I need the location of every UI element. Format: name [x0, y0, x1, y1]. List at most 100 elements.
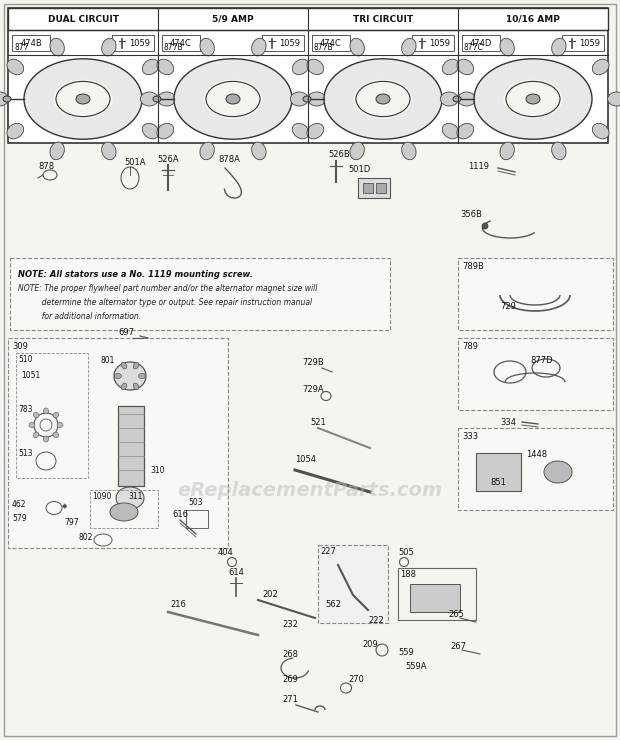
Ellipse shape [503, 80, 563, 118]
Ellipse shape [102, 38, 116, 56]
Ellipse shape [29, 423, 35, 428]
Ellipse shape [500, 38, 515, 56]
Bar [412, 35, 454, 51]
Ellipse shape [53, 412, 59, 418]
Ellipse shape [307, 124, 324, 139]
Text: 877C: 877C [464, 43, 484, 52]
Text: 614: 614 [228, 568, 244, 577]
Ellipse shape [122, 363, 126, 369]
Ellipse shape [226, 94, 240, 104]
Text: 1059: 1059 [580, 38, 601, 47]
Text: eReplacementParts.com: eReplacementParts.com [177, 480, 443, 500]
Ellipse shape [133, 363, 139, 369]
Text: 271: 271 [282, 695, 298, 704]
Text: 356B: 356B [460, 210, 482, 219]
Bar [562, 35, 604, 51]
Text: 877B: 877B [314, 43, 334, 52]
Text: 202: 202 [262, 590, 278, 599]
Ellipse shape [552, 38, 566, 56]
Ellipse shape [307, 59, 324, 75]
Text: 474C: 474C [170, 38, 192, 47]
Ellipse shape [402, 38, 416, 56]
Text: 562: 562 [325, 600, 341, 609]
Bar [186, 510, 208, 528]
Text: 1448: 1448 [526, 450, 547, 459]
Ellipse shape [482, 223, 488, 229]
Text: ◆: ◆ [63, 503, 68, 509]
Ellipse shape [552, 142, 566, 160]
Ellipse shape [457, 124, 474, 139]
Bar [12, 35, 50, 51]
Text: 501A: 501A [124, 158, 146, 167]
Text: 474D: 474D [470, 38, 492, 47]
Ellipse shape [308, 92, 326, 106]
Ellipse shape [608, 92, 620, 106]
Text: 503: 503 [188, 498, 203, 507]
Text: 462: 462 [12, 500, 27, 509]
Text: 789B: 789B [462, 262, 484, 271]
Text: 404: 404 [218, 548, 234, 557]
Ellipse shape [133, 383, 139, 390]
Bar [458, 338, 613, 410]
Ellipse shape [290, 92, 308, 106]
Ellipse shape [353, 80, 413, 118]
Bar [410, 584, 460, 612]
Ellipse shape [43, 408, 48, 414]
Ellipse shape [442, 124, 459, 139]
Text: 310: 310 [150, 466, 164, 475]
Text: 878: 878 [38, 162, 54, 171]
Bar [118, 406, 144, 486]
Text: 559A: 559A [405, 662, 427, 671]
Text: 513: 513 [18, 449, 32, 458]
Ellipse shape [0, 92, 8, 106]
Bar [90, 490, 158, 528]
Text: 232: 232 [282, 620, 298, 629]
Bar [358, 178, 390, 198]
Ellipse shape [50, 142, 64, 160]
Bar [8, 8, 608, 30]
Bar [112, 35, 154, 51]
Ellipse shape [458, 92, 476, 106]
Bar [16, 353, 88, 478]
Text: 851: 851 [490, 478, 506, 487]
Text: 877: 877 [14, 43, 29, 52]
Text: 270: 270 [348, 675, 364, 684]
Text: 801: 801 [100, 356, 114, 365]
Text: 268: 268 [282, 650, 298, 659]
Text: 521: 521 [310, 418, 326, 427]
Text: 877B: 877B [164, 43, 184, 52]
Text: 579: 579 [12, 514, 27, 523]
Text: 309: 309 [12, 342, 28, 351]
Text: 1090: 1090 [92, 492, 112, 501]
Text: 1059: 1059 [130, 38, 151, 47]
Ellipse shape [474, 58, 592, 139]
Text: 729: 729 [500, 302, 516, 311]
Text: 267: 267 [450, 642, 466, 651]
Text: 333: 333 [462, 432, 478, 441]
Ellipse shape [402, 142, 416, 160]
Text: 188: 188 [400, 570, 416, 579]
Ellipse shape [303, 96, 311, 102]
Ellipse shape [3, 96, 11, 102]
Ellipse shape [526, 94, 540, 104]
Ellipse shape [457, 59, 474, 75]
Ellipse shape [153, 96, 161, 102]
Ellipse shape [453, 96, 461, 102]
Text: 10/16 AMP: 10/16 AMP [506, 15, 560, 24]
Text: 311: 311 [128, 492, 143, 501]
Ellipse shape [440, 92, 458, 106]
Text: 802: 802 [78, 533, 92, 542]
Bar [363, 183, 373, 193]
Text: for additional information.: for additional information. [18, 312, 141, 321]
Ellipse shape [138, 374, 146, 378]
Text: 878A: 878A [218, 155, 240, 164]
Text: determine the alternator type or output. See repair instruction manual: determine the alternator type or output.… [18, 298, 312, 307]
Ellipse shape [53, 432, 59, 437]
Ellipse shape [43, 436, 48, 442]
Text: 269: 269 [282, 675, 298, 684]
Text: 334: 334 [500, 418, 516, 427]
Bar [8, 338, 228, 548]
Text: 1051: 1051 [21, 371, 40, 380]
Ellipse shape [592, 59, 609, 75]
Text: 729B: 729B [302, 358, 324, 367]
